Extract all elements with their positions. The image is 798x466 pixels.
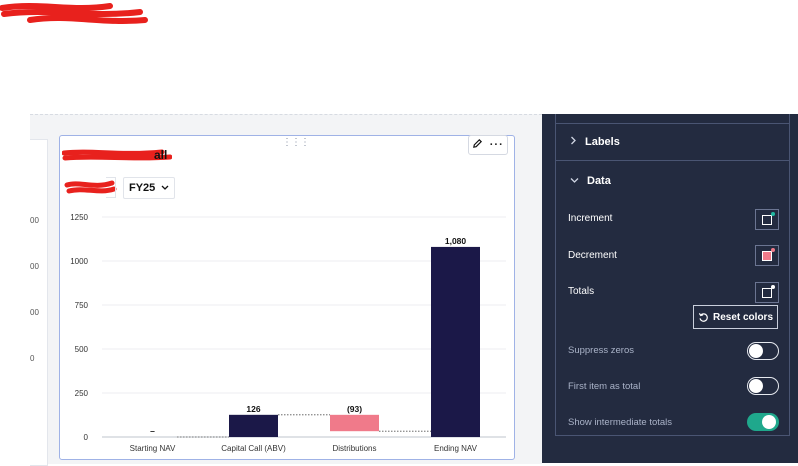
- y-tick-label: 0: [84, 433, 89, 442]
- color-dot-icon: [771, 211, 775, 216]
- adjacent-widget: 00 00 00 0: [30, 139, 48, 466]
- bar-decrement: [330, 414, 379, 432]
- suppress-zeros-toggle[interactable]: [747, 342, 779, 360]
- period-value: FY25: [129, 182, 156, 194]
- suppress-zeros-label: Suppress zeros: [568, 345, 635, 356]
- color-dot-icon: [771, 284, 775, 289]
- ghost-tick: 0: [30, 354, 35, 363]
- y-tick-label: 500: [75, 345, 89, 354]
- y-tick-label: 1000: [70, 257, 88, 266]
- decrement-label: Decrement: [568, 250, 617, 261]
- first-item-total-label: First item as total: [568, 381, 641, 392]
- data-label: 1,080: [445, 236, 467, 246]
- totals-label: Totals: [568, 286, 595, 297]
- labels-section-title: Labels: [585, 136, 620, 148]
- waterfall-widget[interactable]: ⋮⋮⋮ ··· all FY25 0 250 500 750 1000 1250 – Star…: [59, 135, 515, 460]
- increment-color-picker[interactable]: [755, 209, 779, 230]
- chevron-down-icon: [161, 185, 169, 190]
- ghost-tick: 00: [30, 216, 39, 225]
- increment-label: Increment: [568, 213, 613, 224]
- redacted-filter[interactable]: [64, 177, 118, 199]
- data-section-header[interactable]: Data: [570, 175, 611, 187]
- reset-colors-label: Reset colors: [712, 311, 774, 323]
- drag-handle-icon[interactable]: ⋮⋮⋮: [282, 137, 310, 148]
- widget-title: all: [154, 148, 168, 162]
- data-label: –: [150, 426, 155, 436]
- divider: [556, 123, 789, 124]
- x-tick-label: Starting NAV: [130, 444, 176, 453]
- more-options-icon[interactable]: ···: [489, 139, 504, 151]
- intermediate-totals-toggle[interactable]: [747, 413, 779, 431]
- y-tick-label: 1250: [70, 213, 88, 222]
- data-label: 126: [246, 404, 260, 414]
- chevron-down-icon: [570, 176, 579, 187]
- y-tick-label: 750: [75, 301, 89, 310]
- reset-colors-button[interactable]: Reset colors: [693, 305, 778, 329]
- reset-icon: [698, 312, 708, 322]
- redacted-header: [0, 3, 148, 24]
- data-section-title: Data: [587, 175, 611, 187]
- y-tick-label: 250: [75, 389, 89, 398]
- bar-total: [431, 246, 480, 437]
- ghost-tick: 00: [30, 262, 39, 271]
- bar-increment: [229, 414, 278, 437]
- data-label: (93): [347, 404, 362, 414]
- color-dot-icon: [771, 247, 775, 252]
- edit-icon[interactable]: [472, 138, 483, 152]
- x-tick-label: Capital Call (ABV): [221, 444, 286, 453]
- widget-actions: ···: [468, 135, 508, 155]
- first-item-total-toggle[interactable]: [747, 377, 779, 395]
- totals-color-picker[interactable]: [755, 282, 779, 303]
- intermediate-totals-label: Show intermediate totals: [568, 417, 673, 428]
- waterfall-chart: 0 250 500 750 1000 1250 – Starting NAV 126 Capita…: [70, 213, 506, 453]
- chevron-right-icon: [570, 136, 577, 148]
- settings-panel-body: Labels Data Increment Decrement Totals R…: [555, 114, 790, 436]
- x-tick-label: Ending NAV: [434, 444, 478, 453]
- labels-section-header[interactable]: Labels: [570, 136, 620, 148]
- settings-panel: Labels Data Increment Decrement Totals R…: [542, 114, 798, 463]
- x-tick-label: Distributions: [332, 444, 376, 453]
- filter-chip[interactable]: [106, 177, 116, 198]
- divider: [556, 160, 789, 161]
- ghost-tick: 00: [30, 308, 39, 317]
- redacted-title: [62, 149, 172, 161]
- period-dropdown[interactable]: FY25: [123, 177, 175, 199]
- decrement-color-picker[interactable]: [755, 245, 779, 266]
